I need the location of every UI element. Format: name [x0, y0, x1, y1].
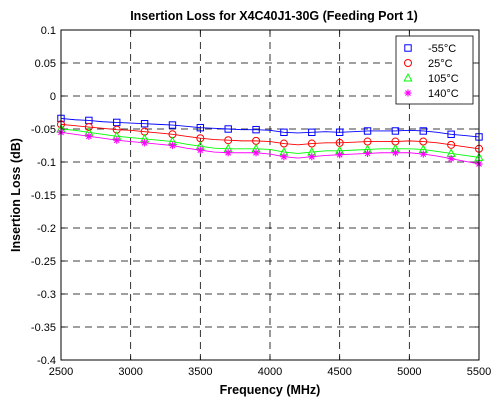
data-point — [308, 128, 316, 137]
x-tick-label: 2500 — [49, 366, 73, 378]
data-point — [447, 155, 455, 163]
data-point — [363, 149, 372, 158]
y-tick-label: -0.2 — [37, 223, 56, 235]
data-point — [140, 120, 149, 128]
legend-item: 25°C — [404, 58, 453, 70]
data-point — [308, 153, 316, 161]
y-tick-label: -0.25 — [31, 256, 56, 268]
series-4 — [57, 128, 483, 168]
y-tick-labels: 0.1 0.05 0 -0.05 -0.1 -0.15 -0.2 -0.25 -0.3 -0.35… — [31, 25, 56, 367]
data-point — [224, 125, 232, 133]
y-tick-label: 0.1 — [41, 25, 56, 37]
data-point — [335, 128, 344, 137]
data-point — [84, 123, 93, 132]
series-line — [60, 128, 480, 158]
data-point — [196, 146, 204, 154]
data-point — [419, 127, 427, 135]
data-point — [280, 128, 288, 137]
data-point — [85, 132, 93, 140]
data-point — [419, 150, 427, 158]
data-point — [141, 139, 149, 147]
data-point — [113, 136, 121, 144]
legend-item: 105°C — [403, 72, 459, 85]
data-point — [168, 141, 177, 150]
data-point — [447, 140, 456, 149]
y-tick-label: -0.3 — [37, 289, 56, 301]
series-line — [60, 117, 480, 138]
y-tick-label: -0.1 — [37, 157, 56, 169]
legend-marker — [404, 59, 412, 67]
y-tick-label: -0.4 — [37, 355, 56, 367]
y-tick-label: -0.05 — [31, 124, 56, 136]
data-point — [252, 125, 260, 134]
x-axis-label: Frequency (MHz) — [220, 383, 321, 397]
legend-label: 105°C — [428, 73, 459, 85]
legend-items: -55°C 25°C 105°C 140°C — [403, 43, 459, 100]
legend-item: 140°C — [404, 88, 459, 100]
data-point — [196, 123, 205, 132]
y-axis-label: Insertion Loss (dB) — [9, 138, 23, 252]
legend-label: 25°C — [428, 58, 453, 70]
data-point — [447, 130, 455, 138]
y-tick-label: 0.05 — [35, 58, 56, 70]
data-point — [168, 121, 177, 129]
data-point — [280, 153, 288, 161]
x-tick-label: 3500 — [188, 366, 212, 378]
x-tick-label: 4500 — [327, 366, 351, 378]
data-point — [113, 118, 121, 127]
tick-marks — [60, 29, 480, 361]
legend-marker — [404, 44, 412, 52]
chart-title: Insertion Loss for X4C40J1-30G (Feeding … — [130, 9, 418, 23]
legend-marker — [403, 72, 413, 82]
x-tick-label: 3000 — [118, 366, 142, 378]
data-point — [363, 127, 372, 135]
x-tick-labels: 2500 3000 3500 4000 4500 5000 5500 — [49, 366, 491, 378]
data-point — [307, 139, 316, 148]
x-tick-label: 4000 — [258, 366, 282, 378]
legend: -55°C 25°C 105°C 140°C — [395, 35, 474, 105]
legend-label: -55°C — [428, 43, 456, 55]
data-point — [224, 149, 232, 157]
x-tick-label: 5500 — [467, 366, 491, 378]
legend-item: -55°C — [404, 43, 456, 55]
data-point — [279, 139, 288, 148]
data-point — [336, 151, 344, 159]
y-tick-label: 0 — [50, 91, 56, 103]
legend-label: 140°C — [428, 88, 459, 100]
data-point — [252, 149, 260, 157]
x-tick-label: 5000 — [397, 366, 421, 378]
legend-marker — [404, 89, 412, 97]
series-line — [60, 123, 480, 150]
data-point — [391, 149, 399, 157]
y-tick-label: -0.35 — [31, 322, 56, 334]
series-line — [60, 131, 480, 165]
data-point — [391, 127, 400, 135]
y-tick-label: -0.15 — [31, 190, 56, 202]
data-point — [224, 136, 233, 145]
